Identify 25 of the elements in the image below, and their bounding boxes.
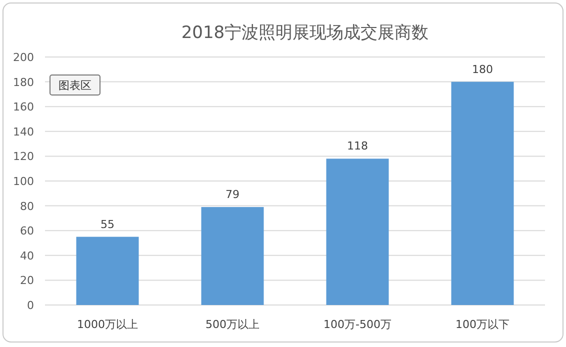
data-label: 79 [226, 188, 240, 202]
data-label: 118 [347, 140, 368, 153]
x-tick-label: 500万以上 [206, 318, 260, 331]
x-tick-label: 100万以下 [456, 318, 510, 331]
x-tick-label: 100万-500万 [324, 318, 392, 331]
bar [76, 236, 139, 305]
y-tick-label: 140 [13, 125, 34, 138]
y-tick-label: 0 [27, 299, 34, 312]
y-tick-label: 40 [20, 249, 34, 262]
y-tick-label: 180 [13, 76, 34, 89]
y-tick-label: 60 [20, 224, 34, 238]
chart-title: 2018宁波照明展现场成交展商数 [181, 23, 429, 43]
y-tick-label: 120 [13, 150, 34, 164]
bar [201, 207, 264, 305]
data-label: 180 [472, 62, 493, 76]
y-tick-label: 20 [20, 274, 34, 288]
y-tick-label: 100 [13, 175, 34, 188]
y-tick-label: 80 [20, 200, 34, 213]
bar [451, 82, 514, 305]
x-tick-label: 1000万以上 [77, 318, 138, 331]
data-label: 55 [100, 218, 114, 231]
y-tick-label: 160 [13, 100, 34, 114]
y-tick-label: 200 [13, 51, 34, 64]
annotation: 图表区 [58, 79, 92, 92]
bar [326, 158, 389, 305]
